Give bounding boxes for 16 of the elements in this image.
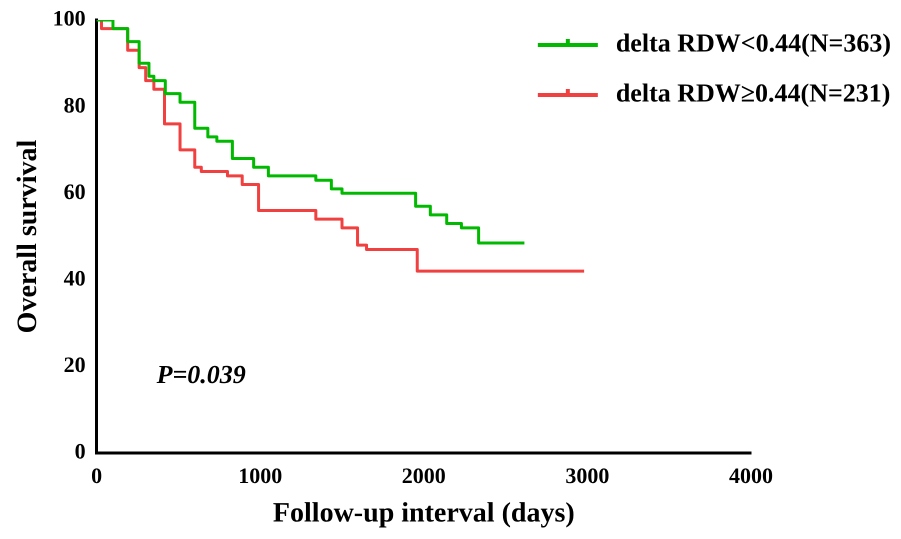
x-tick-label: 2000 xyxy=(402,462,446,488)
x-tick-label: 1000 xyxy=(238,462,282,488)
legend-label: delta RDW<0.44(N=363) xyxy=(616,28,892,58)
y-tick-label: 80 xyxy=(64,92,86,118)
y-tick-label: 20 xyxy=(64,352,86,378)
y-tick-label: 60 xyxy=(64,178,86,204)
x-tick-label: 0 xyxy=(91,462,102,488)
y-axis-title: Overall survival xyxy=(12,139,44,334)
legend-label: delta RDW≥0.44(N=231) xyxy=(616,78,890,108)
x-tick-label: 3000 xyxy=(565,462,610,488)
y-tick-label: 100 xyxy=(52,6,86,31)
x-tick-label: 4000 xyxy=(729,462,773,488)
y-tick-label: 40 xyxy=(64,265,86,290)
x-axis-title: Follow-up interval (days) xyxy=(272,497,575,528)
y-tick-label: 0 xyxy=(74,438,86,464)
annotation: P=0.039 xyxy=(156,360,246,389)
